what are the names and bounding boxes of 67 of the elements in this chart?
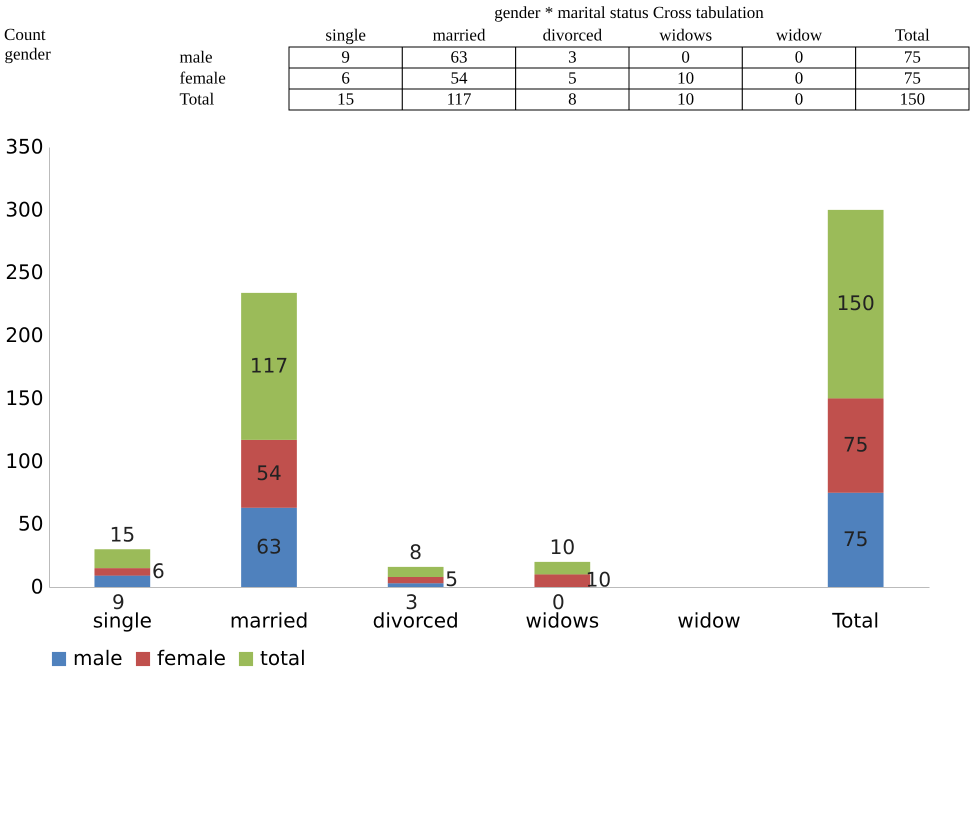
bar <box>241 508 297 587</box>
y-tick-label: 250 <box>5 260 44 284</box>
data-label: 63 <box>450 48 468 66</box>
bar <box>241 440 297 508</box>
data-label: 150 <box>900 90 926 108</box>
data-label: 0 <box>794 48 804 66</box>
bar <box>388 566 444 577</box>
y-tick-label: male <box>180 48 213 66</box>
x-tick-label: married <box>432 26 486 44</box>
data-label: 117 <box>446 90 472 108</box>
data-label: 63 <box>256 534 282 558</box>
y-tick-label: 150 <box>5 386 44 410</box>
data-label: 0 <box>794 90 804 108</box>
x-tick-label: married <box>230 608 308 632</box>
data-label: 9 <box>341 48 350 66</box>
bar <box>241 292 297 440</box>
data-label: 117 <box>250 353 288 378</box>
y-tick-label: 200 <box>5 323 44 348</box>
bar <box>94 549 150 568</box>
x-tick-label: widows <box>659 26 712 44</box>
x-tick-label: Total <box>831 608 880 632</box>
data-label: 10 <box>550 534 576 559</box>
legend-label: total <box>260 646 306 670</box>
x-tick-label: widow <box>776 26 823 44</box>
y-tick-label: female <box>180 68 226 88</box>
y-tick-label: 0 <box>30 574 44 598</box>
data-label: 54 <box>450 68 468 88</box>
x-tick-label: widows <box>526 608 600 632</box>
data-label: 6 <box>341 68 350 88</box>
data-label: 15 <box>337 90 354 108</box>
data-label: 15 <box>110 522 136 546</box>
data-label: 8 <box>409 540 422 564</box>
data-label: 75 <box>904 68 921 88</box>
y-tick-label: 50 <box>18 512 44 536</box>
bar <box>388 576 444 584</box>
data-label: 5 <box>568 68 577 88</box>
y-tick-label: 100 <box>5 448 44 473</box>
text: Count <box>4 25 46 44</box>
data-label: 5 <box>445 567 458 592</box>
data-label: 75 <box>842 526 868 551</box>
y-axis-title: gender <box>4 44 52 64</box>
bar <box>828 492 884 587</box>
x-tick-label: widow <box>677 608 741 632</box>
bar <box>94 576 150 587</box>
y-tick-label: 300 <box>5 197 44 222</box>
data-label: 0 <box>681 48 690 66</box>
bar <box>828 398 884 493</box>
legend-label: male <box>73 646 123 670</box>
x-tick-label: single <box>325 26 366 44</box>
bar <box>828 210 884 398</box>
x-tick-label: Total <box>894 26 930 44</box>
data-label: 8 <box>568 90 577 108</box>
data-label: 10 <box>677 68 694 88</box>
data-label: 0 <box>794 68 804 88</box>
bar <box>94 568 150 576</box>
data-label: 6 <box>152 558 165 583</box>
y-tick-label: Total <box>180 90 214 108</box>
data-label: 75 <box>842 432 868 457</box>
data-label: 10 <box>677 90 694 108</box>
bar <box>388 583 444 587</box>
data-label: 3 <box>568 48 577 66</box>
y-tick-label: 350 <box>5 134 44 158</box>
data-label: 54 <box>256 460 282 485</box>
data-label: 150 <box>836 291 875 316</box>
x-tick-label: divorced <box>542 26 603 44</box>
chart-title: gender * marital status Cross tabulation <box>494 3 764 22</box>
data-label: 75 <box>904 48 921 66</box>
